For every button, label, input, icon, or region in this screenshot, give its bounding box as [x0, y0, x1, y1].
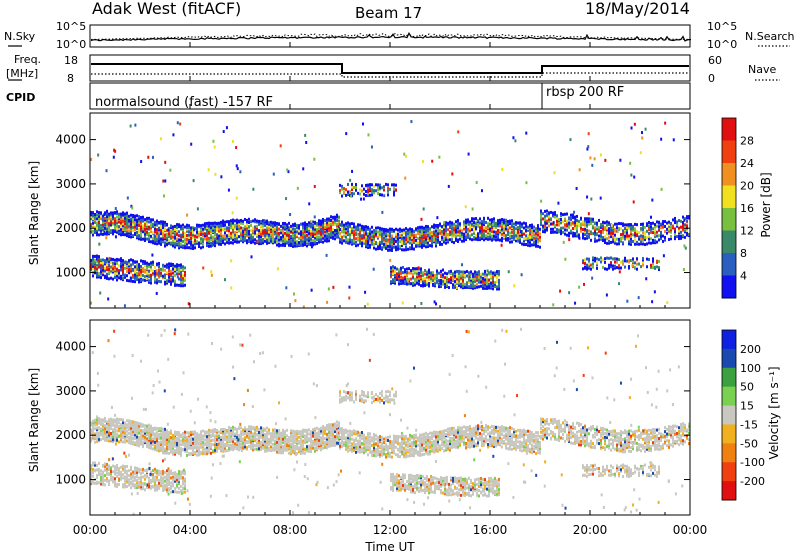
- date-title: 18/May/2014: [585, 0, 690, 18]
- station-title: Adak West (fitACF): [92, 0, 241, 18]
- velocity-heatmap-cells: [90, 327, 690, 516]
- time-tick-label: 00:00: [73, 523, 108, 537]
- nsearch-tick-bottom: 10^0: [707, 38, 737, 51]
- freq-panel: Freq. [MHz] 18 8 60 0 Nave: [6, 53, 780, 85]
- colorbar-tick-label: -15: [740, 418, 758, 431]
- time-axis: 00:00 04:00 08:00 12:00 16:00 20:00 00:00: [73, 42, 708, 537]
- nsky-tick-top: 10^5: [56, 20, 86, 33]
- time-axis-label: Time UT: [364, 540, 415, 554]
- colorbar-tick-label: 12: [740, 225, 754, 238]
- velocity-colorbar-label: Velocity [m s⁻¹]: [767, 366, 781, 459]
- nsearch-series: [90, 32, 692, 40]
- freq-unit: [MHz]: [6, 67, 38, 80]
- freq-tick-bottom: 8: [67, 72, 74, 85]
- range-tick-label: 2000: [55, 428, 86, 442]
- colorbar-tick-label: -100: [740, 456, 765, 469]
- nave-tick-top: 60: [708, 54, 722, 67]
- velocity-colorbar: 200 100 50 15 -15 -50 -100 -200: [721, 329, 765, 501]
- range-tick-label: 4000: [55, 133, 86, 147]
- colorbar-tick-label: 200: [740, 343, 761, 356]
- velocity-panel: 1000 2000 3000 4000 Slant Range [km] 200 100…: [27, 319, 781, 516]
- nsearch-label: N.Search: [745, 30, 795, 43]
- power-panel: 1000 2000 3000 4000 Slant Range [km] 4 8 12 16…: [27, 112, 773, 309]
- range-tick-label: 3000: [55, 384, 86, 398]
- colorbar-tick-label: 100: [740, 362, 761, 375]
- time-tick-label: 00:00: [673, 523, 708, 537]
- freq-series: [91, 63, 689, 74]
- colorbar-tick-label: -50: [740, 437, 758, 450]
- time-tick-label: 04:00: [173, 523, 208, 537]
- freq-tick-top: 18: [64, 54, 78, 67]
- nsky-tick-bottom: 10^0: [56, 38, 86, 51]
- cpid-label: CPID: [6, 91, 35, 104]
- colorbar-tick-label: -200: [740, 475, 765, 488]
- nsearch-tick-top: 10^5: [707, 20, 737, 33]
- time-tick-label: 20:00: [573, 523, 608, 537]
- colorbar-tick-label: 20: [740, 180, 754, 193]
- nave-series: [91, 72, 689, 78]
- range-tick-label: 1000: [55, 266, 86, 280]
- nsky-panel: N.Sky 10^5 10^0 10^5 10^0 N.Search: [4, 20, 795, 51]
- colorbar-tick-label: 16: [740, 202, 754, 215]
- power-colorbar-label: Power [dB]: [759, 172, 773, 237]
- power-ylabel: Slant Range [km]: [27, 161, 41, 265]
- cpid-mode-2: rbsp 200 RF: [546, 85, 624, 100]
- colorbar-tick-label: 15: [740, 400, 754, 413]
- colorbar-tick-label: 24: [740, 157, 754, 170]
- colorbar-tick-label: 4: [740, 270, 747, 283]
- power-heatmap-cells: [90, 120, 690, 309]
- colorbar-tick-label: 50: [740, 381, 754, 394]
- cpid-panel: CPID normalsound (fast) -157 RF rbsp 200…: [6, 82, 691, 110]
- range-tick-label: 4000: [55, 340, 86, 354]
- time-tick-label: 16:00: [473, 523, 508, 537]
- nsky-series: [90, 31, 692, 42]
- colorbar-tick-label: 8: [740, 247, 747, 260]
- range-tick-label: 1000: [55, 473, 86, 487]
- range-tick-label: 2000: [55, 221, 86, 235]
- colorbar-tick-label: 28: [740, 135, 754, 148]
- power-colorbar: 4 8 12 16 20 24 28: [721, 117, 754, 299]
- nave-tick-bottom: 0: [708, 72, 715, 85]
- time-tick-label: 12:00: [373, 523, 408, 537]
- velocity-ylabel: Slant Range [km]: [27, 368, 41, 472]
- beam-title: Beam 17: [355, 4, 422, 22]
- freq-label: Freq.: [14, 53, 41, 66]
- range-tick-label: 3000: [55, 177, 86, 191]
- time-tick-label: 08:00: [273, 523, 308, 537]
- nsky-label: N.Sky: [4, 30, 36, 43]
- cpid-mode-1: normalsound (fast) -157 RF: [95, 95, 273, 110]
- nave-label: Nave: [748, 63, 776, 76]
